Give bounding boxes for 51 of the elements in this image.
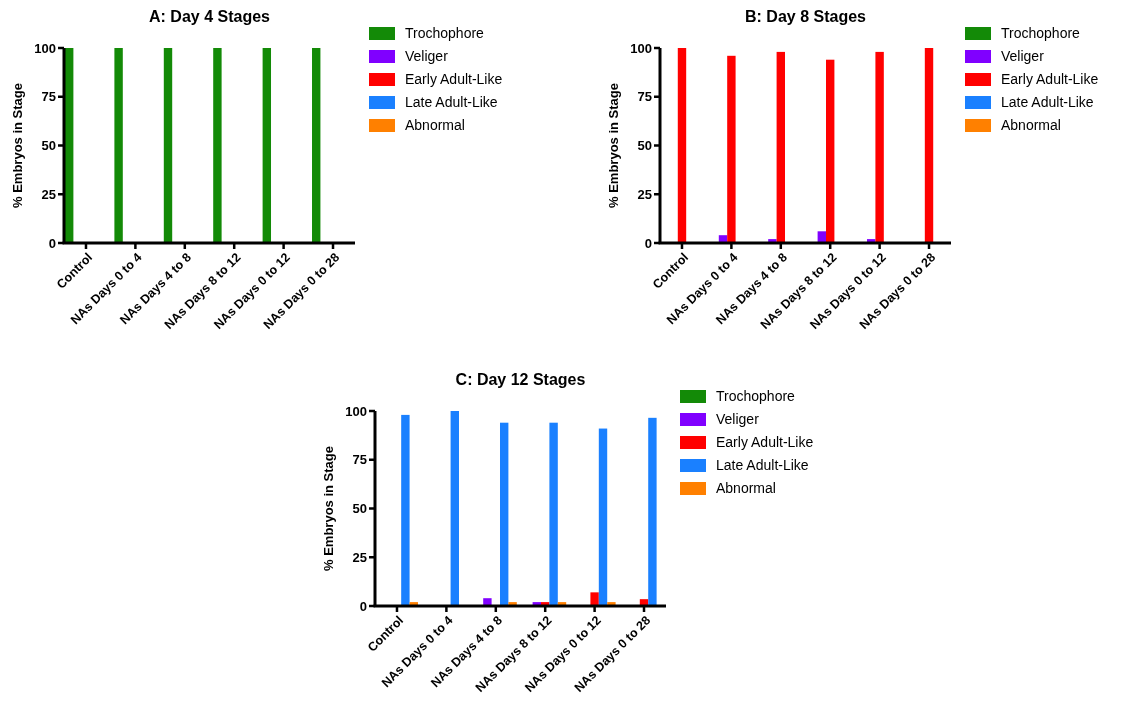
chart-title: B: Day 8 Stages (745, 8, 867, 25)
legend-label: Early Adult-Like (405, 71, 503, 88)
y-tick-label: 75 (637, 89, 652, 105)
y-axis-title: % Embryos in Stage (321, 446, 336, 571)
y-tick-label: 0 (359, 598, 367, 614)
y-tick-label: 75 (352, 452, 367, 468)
legend-label: Abnormal (405, 117, 465, 134)
y-tick-label: 100 (630, 40, 652, 56)
chart-title: C: Day 12 Stages (455, 371, 586, 388)
legend-label: Veliger (1001, 48, 1045, 65)
y-tick-label: 100 (345, 403, 367, 419)
legend-label: Veliger (405, 48, 449, 65)
bar (598, 428, 608, 606)
legend-label: Abnormal (716, 480, 776, 497)
y-tick-label: 50 (637, 138, 652, 154)
y-tick-label: 50 (41, 138, 56, 154)
legend-label: Late Adult-Like (1001, 94, 1094, 111)
y-axis-title: % Embryos in Stage (10, 83, 25, 208)
bar (450, 411, 459, 606)
bar (924, 48, 934, 243)
bar (648, 417, 657, 606)
y-tick-label: 50 (352, 501, 367, 517)
bar (401, 414, 410, 606)
bar (500, 422, 509, 606)
bar (590, 592, 599, 606)
bar (727, 55, 736, 243)
y-tick-label: 75 (41, 89, 56, 105)
y-tick-label: 0 (48, 235, 56, 251)
y-axis-title: % Embryos in Stage (606, 83, 621, 208)
y-tick-label: 25 (352, 549, 367, 565)
legend-label: Early Adult-Like (1001, 71, 1099, 88)
legend-label: Early Adult-Like (716, 434, 814, 451)
bar (483, 598, 492, 606)
bar (549, 422, 558, 606)
bar (677, 48, 687, 243)
bar (826, 59, 835, 243)
legend-label: Trochophore (1001, 25, 1081, 42)
legend-label: Late Adult-Like (405, 94, 498, 111)
y-tick-label: 0 (644, 235, 652, 251)
legend-label: Late Adult-Like (716, 457, 809, 474)
legend-label: Veliger (716, 411, 760, 428)
bar (875, 51, 884, 243)
bar (817, 231, 826, 243)
bar (776, 51, 785, 243)
legend-label: Trochophore (405, 25, 485, 42)
y-tick-label: 25 (41, 186, 56, 202)
y-tick-label: 100 (34, 40, 56, 56)
legend-label: Abnormal (1001, 117, 1061, 134)
y-tick-label: 25 (637, 186, 652, 202)
chart-title: A: Day 4 Stages (149, 8, 271, 25)
legend-label: Trochophore (716, 388, 796, 405)
